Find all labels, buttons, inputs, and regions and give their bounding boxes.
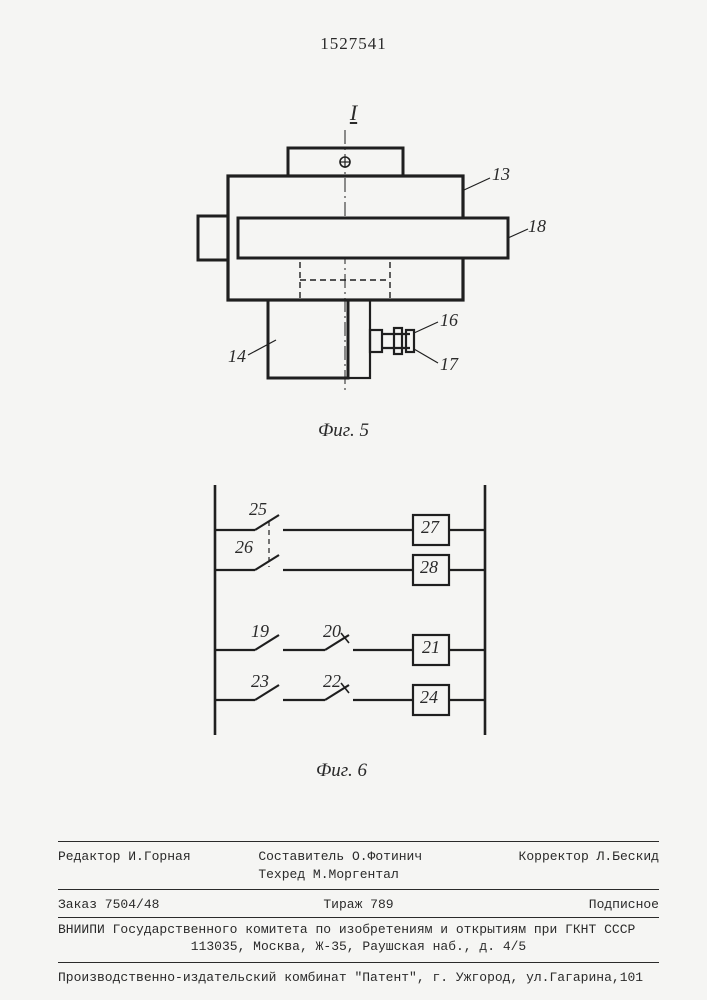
ref-17: 17 [440,354,458,375]
figure-6: 25 26 27 28 19 20 21 23 22 24 [195,475,505,765]
section-mark: I [350,100,357,126]
techred-label: Техред М.Моргентал [258,866,458,884]
ref-20: 20 [323,621,341,642]
ref-28: 28 [420,557,438,578]
order-label: Заказ 7504/48 [58,896,258,914]
ref-22: 22 [323,671,341,692]
ref-24: 24 [420,687,438,708]
ref-25: 25 [249,499,267,520]
figure-5: 13 18 14 16 17 [150,130,540,440]
production-line: Производственно-издательский комбинат "П… [58,969,659,987]
fig6-caption: Фиг. 6 [316,760,367,782]
ref-16: 16 [440,310,458,331]
org-line1: ВНИИПИ Государственного комитета по изоб… [58,921,659,939]
fig5-caption: Фиг. 5 [318,420,369,442]
ref-23: 23 [251,671,269,692]
fig6-svg [195,475,505,765]
corrector-label: Корректор Л.Бескид [459,848,659,883]
ref-18: 18 [528,216,546,237]
editor-label: Редактор И.Горная [58,848,258,883]
ref-27: 27 [421,517,439,538]
ref-26: 26 [235,537,253,558]
ref-19: 19 [251,621,269,642]
ref-21: 21 [422,637,440,658]
ref-13: 13 [492,164,510,185]
patent-number: 1527541 [320,34,387,54]
subscribe-label: Подписное [459,896,659,914]
fig5-svg [150,130,540,440]
ref-14: 14 [228,346,246,367]
org-line2: 113035, Москва, Ж-35, Раушская наб., д. … [58,938,659,956]
colophon: Редактор И.Горная Составитель О.Фотинич … [58,835,659,986]
tirazh-label: Тираж 789 [258,896,458,914]
compiler-label: Составитель О.Фотинич [258,848,458,866]
